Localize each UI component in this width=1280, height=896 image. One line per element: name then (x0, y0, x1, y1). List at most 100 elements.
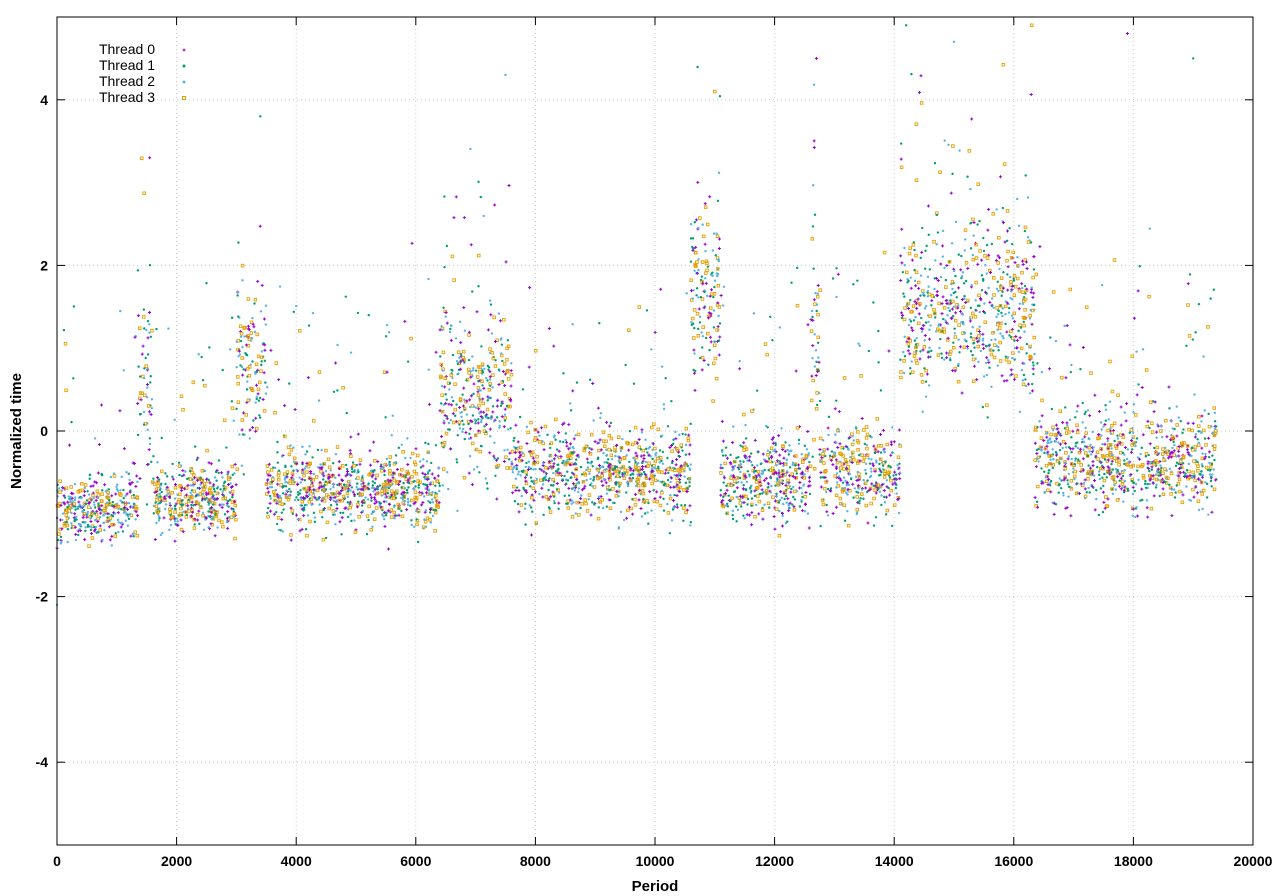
point-thread-2 (891, 426, 894, 429)
point-thread-2 (1200, 431, 1203, 435)
point-thread-0 (477, 407, 481, 411)
point-thread-2 (426, 470, 430, 474)
point-thread-1 (1174, 464, 1178, 467)
point-thread-2 (84, 526, 87, 529)
point-thread-3 (1199, 480, 1204, 485)
point-thread-1 (1096, 465, 1099, 469)
point-thread-2 (1194, 432, 1198, 436)
point-thread-3 (989, 352, 994, 357)
point-thread-0 (1027, 382, 1031, 386)
point-thread-2 (927, 320, 930, 324)
point-thread-2 (334, 476, 337, 480)
point-thread-0 (753, 438, 757, 442)
point-thread-1 (791, 503, 794, 506)
point-thread-3 (1011, 351, 1015, 355)
point-thread-1 (402, 481, 405, 485)
point-thread-2 (990, 297, 994, 300)
point-thread-3 (626, 468, 630, 473)
point-thread-3 (574, 474, 578, 479)
point-thread-3 (1084, 431, 1088, 435)
point-thread-2 (524, 465, 528, 469)
point-thread-1 (548, 477, 551, 480)
point-thread-2 (791, 461, 795, 464)
point-thread-2 (159, 533, 163, 537)
point-thread-3 (1206, 325, 1210, 329)
point-thread-3 (770, 466, 775, 470)
point-thread-0 (663, 471, 667, 475)
point-thread-0 (148, 410, 152, 414)
point-thread-2 (1062, 494, 1065, 497)
point-thread-3 (382, 370, 387, 375)
point-thread-1 (262, 342, 265, 345)
point-thread-3 (1125, 463, 1130, 467)
point-thread-3 (636, 475, 641, 480)
point-thread-0 (1033, 441, 1037, 445)
point-thread-3 (601, 430, 606, 434)
point-thread-2 (190, 494, 194, 497)
point-thread-1 (145, 503, 149, 506)
point-thread-3 (413, 490, 418, 494)
point-thread-3 (91, 493, 95, 498)
point-thread-0 (1188, 473, 1192, 477)
point-thread-3 (1163, 467, 1167, 471)
point-thread-2 (92, 501, 96, 504)
point-thread-1 (838, 470, 842, 473)
point-thread-1 (662, 497, 665, 501)
point-thread-0 (237, 349, 241, 353)
point-thread-1 (919, 350, 922, 353)
point-thread-2 (902, 371, 906, 375)
point-thread-3 (766, 501, 771, 506)
point-thread-3 (630, 442, 635, 447)
point-thread-1 (783, 497, 786, 501)
point-thread-3 (1187, 469, 1191, 474)
point-thread-0 (1124, 419, 1128, 423)
point-thread-3 (864, 425, 869, 429)
point-thread-0 (917, 286, 921, 290)
point-thread-0 (1083, 487, 1087, 491)
point-thread-2 (471, 374, 474, 378)
point-thread-2 (1070, 363, 1073, 367)
point-thread-1 (111, 500, 115, 504)
point-thread-1 (640, 472, 643, 476)
point-thread-0 (182, 487, 186, 491)
point-thread-0 (1025, 287, 1029, 291)
point-thread-2 (519, 474, 522, 477)
point-thread-1 (976, 304, 980, 307)
point-thread-0 (1071, 429, 1075, 433)
point-thread-1 (759, 462, 762, 466)
point-thread-1 (891, 451, 894, 454)
point-thread-1 (670, 399, 673, 403)
point-thread-2 (1100, 283, 1104, 287)
point-thread-3 (474, 447, 479, 452)
point-thread-0 (1093, 478, 1097, 482)
point-thread-2 (146, 386, 149, 389)
point-thread-3 (178, 492, 182, 497)
point-thread-0 (280, 517, 284, 521)
point-thread-2 (472, 468, 476, 471)
point-thread-0 (346, 470, 350, 474)
point-thread-1 (297, 498, 300, 502)
point-thread-1 (467, 422, 470, 426)
point-thread-2 (1026, 196, 1030, 199)
point-thread-3 (341, 464, 345, 468)
point-thread-0 (1054, 423, 1058, 427)
point-thread-1 (1194, 331, 1197, 334)
point-thread-2 (1083, 496, 1087, 500)
point-thread-0 (313, 496, 317, 500)
point-thread-3 (1144, 368, 1149, 372)
point-thread-2 (1131, 431, 1135, 434)
point-thread-0 (1040, 414, 1044, 418)
point-thread-3 (755, 494, 760, 498)
point-thread-3 (1040, 398, 1044, 403)
point-thread-1 (671, 442, 675, 446)
point-thread-1 (239, 339, 243, 343)
point-thread-1 (1070, 450, 1073, 454)
point-thread-1 (696, 65, 699, 69)
point-thread-0 (1200, 414, 1204, 418)
point-thread-0 (534, 490, 538, 494)
point-thread-3 (340, 498, 344, 503)
point-thread-2 (83, 504, 86, 508)
point-thread-3 (509, 372, 514, 377)
point-thread-0 (601, 483, 605, 487)
point-thread-1 (494, 474, 497, 477)
